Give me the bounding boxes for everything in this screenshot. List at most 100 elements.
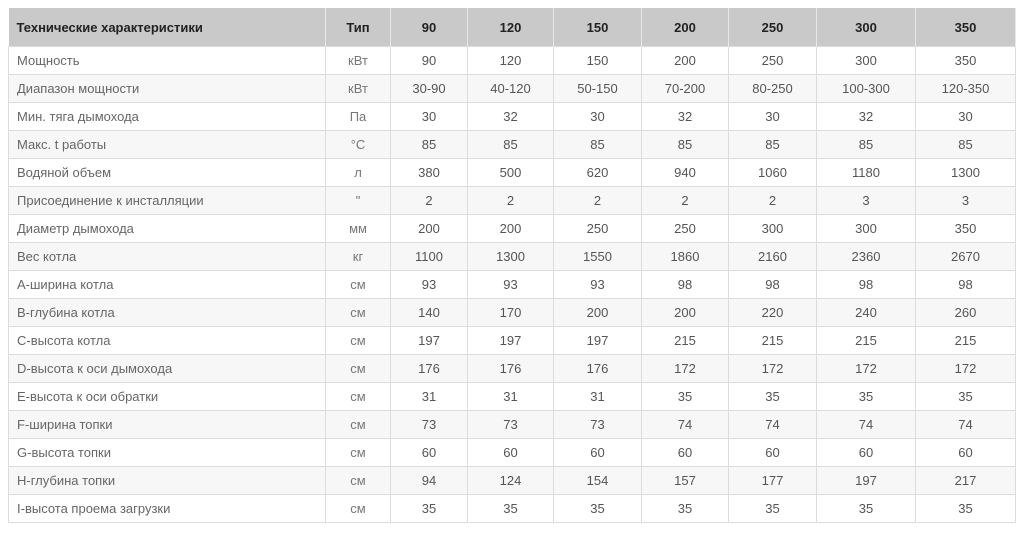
value-cell: 2670 — [915, 242, 1016, 271]
value-cell: 74 — [641, 410, 729, 439]
value-cell: 98 — [641, 270, 729, 299]
value-cell: 60 — [641, 438, 729, 467]
value-cell: 2 — [641, 186, 729, 215]
unit-cell: см — [325, 354, 391, 383]
value-cell: 172 — [728, 354, 817, 383]
value-cell: 98 — [728, 270, 817, 299]
unit-cell: см — [325, 326, 391, 355]
table-row: C-высота котла см 197 197 197 215 215 215 215 — [8, 326, 1016, 355]
value-cell: 3 — [915, 186, 1016, 215]
value-cell: 300 — [728, 214, 817, 243]
value-cell: 260 — [915, 298, 1016, 327]
row-label: Мощность — [8, 46, 326, 75]
table-row: G-высота топки см 60 60 60 60 60 60 60 — [8, 438, 1016, 467]
value-cell: 215 — [641, 326, 729, 355]
value-cell: 98 — [816, 270, 916, 299]
value-cell: 350 — [915, 214, 1016, 243]
value-cell: 30 — [553, 102, 642, 131]
row-label: Диаметр дымохода — [8, 214, 326, 243]
value-cell: 85 — [641, 130, 729, 159]
unit-cell: см — [325, 270, 391, 299]
value-cell: 197 — [816, 466, 916, 495]
unit-cell: л — [325, 158, 391, 187]
value-cell: 220 — [728, 298, 817, 327]
value-cell: 60 — [915, 438, 1016, 467]
value-cell: 30-90 — [390, 74, 468, 103]
value-cell: 1300 — [915, 158, 1016, 187]
value-cell: 35 — [641, 382, 729, 411]
value-cell: 120-350 — [915, 74, 1016, 103]
value-cell: 85 — [553, 130, 642, 159]
value-cell: 172 — [915, 354, 1016, 383]
value-cell: 172 — [641, 354, 729, 383]
value-cell: 2 — [390, 186, 468, 215]
value-cell: 1300 — [467, 242, 554, 271]
unit-cell: кВт — [325, 74, 391, 103]
value-cell: 250 — [728, 46, 817, 75]
value-cell: 157 — [641, 466, 729, 495]
value-cell: 250 — [641, 214, 729, 243]
row-label: Диапазон мощности — [8, 74, 326, 103]
value-cell: 35 — [553, 494, 642, 523]
value-cell: 200 — [467, 214, 554, 243]
row-label: Водяной объем — [8, 158, 326, 187]
value-cell: 177 — [728, 466, 817, 495]
value-cell: 60 — [553, 438, 642, 467]
value-cell: 35 — [915, 494, 1016, 523]
value-cell: 140 — [390, 298, 468, 327]
value-cell: 197 — [553, 326, 642, 355]
value-cell: 1550 — [553, 242, 642, 271]
value-cell: 120 — [467, 46, 554, 75]
row-label: C-высота котла — [8, 326, 326, 355]
value-cell: 85 — [390, 130, 468, 159]
value-cell: 100-300 — [816, 74, 916, 103]
row-label: Макс. t работы — [8, 130, 326, 159]
value-cell: 85 — [728, 130, 817, 159]
unit-cell: " — [325, 186, 391, 215]
value-cell: 620 — [553, 158, 642, 187]
value-cell: 60 — [467, 438, 554, 467]
value-cell: 215 — [728, 326, 817, 355]
value-cell: 73 — [390, 410, 468, 439]
unit-cell: Па — [325, 102, 391, 131]
value-cell: 380 — [390, 158, 468, 187]
value-cell: 35 — [816, 494, 916, 523]
value-cell: 197 — [467, 326, 554, 355]
row-label: Мин. тяга дымохода — [8, 102, 326, 131]
value-cell: 215 — [915, 326, 1016, 355]
row-label: E-высота к оси обратки — [8, 382, 326, 411]
table-row: F-ширина топки см 73 73 73 74 74 74 74 — [8, 410, 1016, 439]
value-cell: 200 — [641, 298, 729, 327]
value-cell: 176 — [467, 354, 554, 383]
value-cell: 32 — [816, 102, 916, 131]
unit-cell: кВт — [325, 46, 391, 75]
value-cell: 35 — [915, 382, 1016, 411]
value-cell: 31 — [467, 382, 554, 411]
value-cell: 350 — [915, 46, 1016, 75]
unit-cell: см — [325, 298, 391, 327]
value-cell: 93 — [467, 270, 554, 299]
value-cell: 93 — [553, 270, 642, 299]
value-cell: 32 — [467, 102, 554, 131]
value-cell: 60 — [816, 438, 916, 467]
value-cell: 176 — [390, 354, 468, 383]
value-cell: 74 — [728, 410, 817, 439]
value-cell: 176 — [553, 354, 642, 383]
value-cell: 94 — [390, 466, 468, 495]
value-cell: 85 — [915, 130, 1016, 159]
header-model: 120 — [467, 8, 554, 47]
value-cell: 50-150 — [553, 74, 642, 103]
value-cell: 40-120 — [467, 74, 554, 103]
header-model: 250 — [728, 8, 817, 47]
value-cell: 31 — [390, 382, 468, 411]
value-cell: 73 — [553, 410, 642, 439]
value-cell: 32 — [641, 102, 729, 131]
value-cell: 35 — [728, 494, 817, 523]
table-row: H-глубина топки см 94 124 154 157 177 197 217 — [8, 466, 1016, 495]
table-row: Мин. тяга дымохода Па 30 32 30 32 30 32 30 — [8, 102, 1016, 131]
row-label: Вес котла — [8, 242, 326, 271]
value-cell: 70-200 — [641, 74, 729, 103]
table-row: Диапазон мощности кВт 30-90 40-120 50-150 70-… — [8, 74, 1016, 103]
value-cell: 124 — [467, 466, 554, 495]
value-cell: 31 — [553, 382, 642, 411]
